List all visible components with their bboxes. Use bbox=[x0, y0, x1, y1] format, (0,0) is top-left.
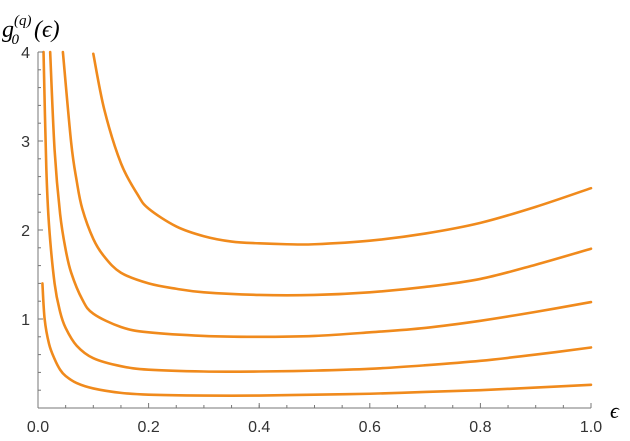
y-title-base: g bbox=[2, 17, 14, 43]
x-tick-label: 1.0 bbox=[580, 419, 602, 436]
x-tick-label: 0.8 bbox=[469, 419, 491, 436]
y-tick-layer: 1 2 3 4 bbox=[21, 45, 43, 391]
y-tick-label: 1 bbox=[21, 312, 30, 329]
y-tick-label: 2 bbox=[21, 223, 30, 240]
series-line-1 bbox=[41, 282, 593, 397]
x-tick-label: 0.6 bbox=[359, 419, 381, 436]
x-tick-label: 0.4 bbox=[248, 419, 270, 436]
curve-layer bbox=[41, 50, 593, 397]
series-line-2 bbox=[42, 50, 593, 373]
y-tick-label: 3 bbox=[21, 134, 30, 151]
series-line-4 bbox=[61, 50, 593, 297]
y-axis-title: g(q) 0 (ϵ) bbox=[2, 13, 60, 48]
y-tick-label: 4 bbox=[21, 45, 30, 62]
series-line-3 bbox=[48, 50, 593, 339]
x-tick-label: 0.2 bbox=[137, 419, 159, 436]
x-tick-layer: 0.0 0.2 0.4 0.6 0.8 1.0 bbox=[27, 403, 602, 436]
x-tick-label: 0.0 bbox=[27, 419, 49, 436]
x-axis-title: ϵ bbox=[610, 398, 620, 423]
series-line-5 bbox=[92, 52, 593, 246]
y-title-sup: (q) bbox=[14, 13, 32, 29]
y-title-arg: (ϵ) bbox=[34, 17, 60, 43]
y-title-sub: 0 bbox=[12, 32, 20, 48]
